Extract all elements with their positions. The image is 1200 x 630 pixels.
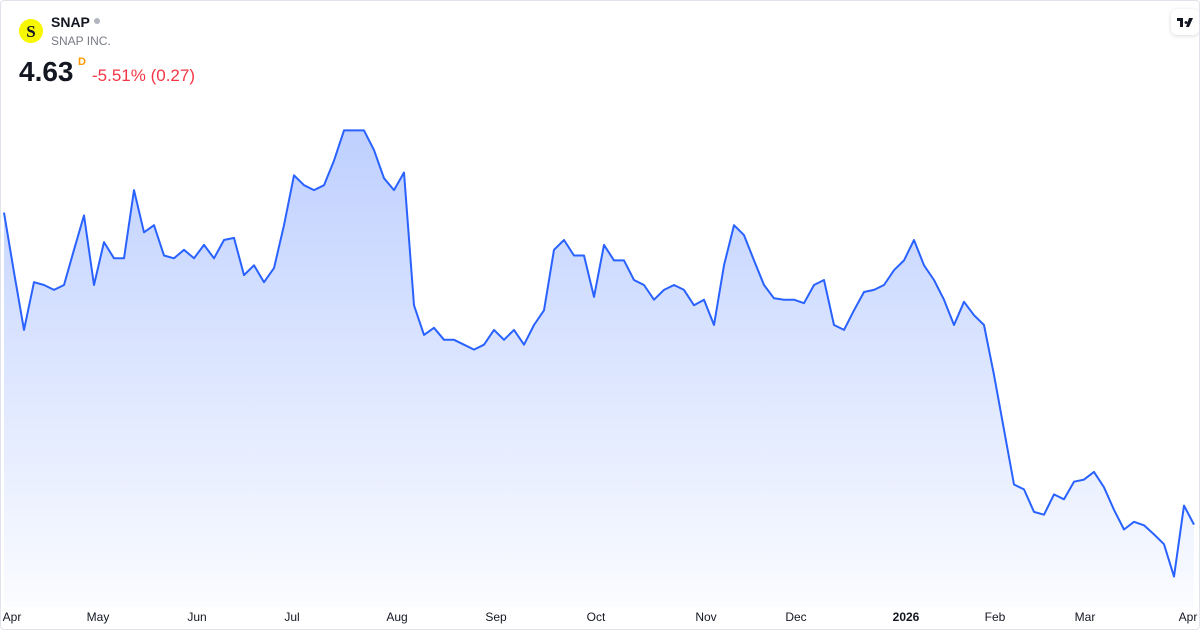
logo: S <box>19 19 43 43</box>
interval: D <box>78 56 86 68</box>
status-dot <box>94 18 100 24</box>
x-tick-label: Mar <box>1075 610 1096 624</box>
x-tick-label: Sep <box>485 610 507 624</box>
tradingview-icon <box>1177 18 1193 27</box>
x-tick-label: Apr <box>1179 610 1198 624</box>
x-tick-label: 2026 <box>893 610 920 624</box>
x-tick-label: Feb <box>985 610 1006 624</box>
price-line <box>3 129 1195 578</box>
x-tick-label: Nov <box>695 610 716 624</box>
x-tick-label: Dec <box>785 610 806 624</box>
area-fill <box>4 130 1194 607</box>
symbol: SNAP <box>51 14 90 30</box>
change: -5.51% (0.27) <box>92 66 195 85</box>
x-tick-label: Apr <box>3 610 22 624</box>
x-tick-label: Jun <box>187 610 206 624</box>
tradingview-logo[interactable] <box>1171 9 1199 35</box>
price: 4.63 <box>19 56 74 87</box>
x-tick-label: Aug <box>386 610 407 624</box>
x-tick-label: Jul <box>284 610 299 624</box>
x-tick-label: May <box>87 610 110 624</box>
company-name: SNAP INC. <box>51 34 111 48</box>
x-tick-label: Oct <box>587 610 606 624</box>
